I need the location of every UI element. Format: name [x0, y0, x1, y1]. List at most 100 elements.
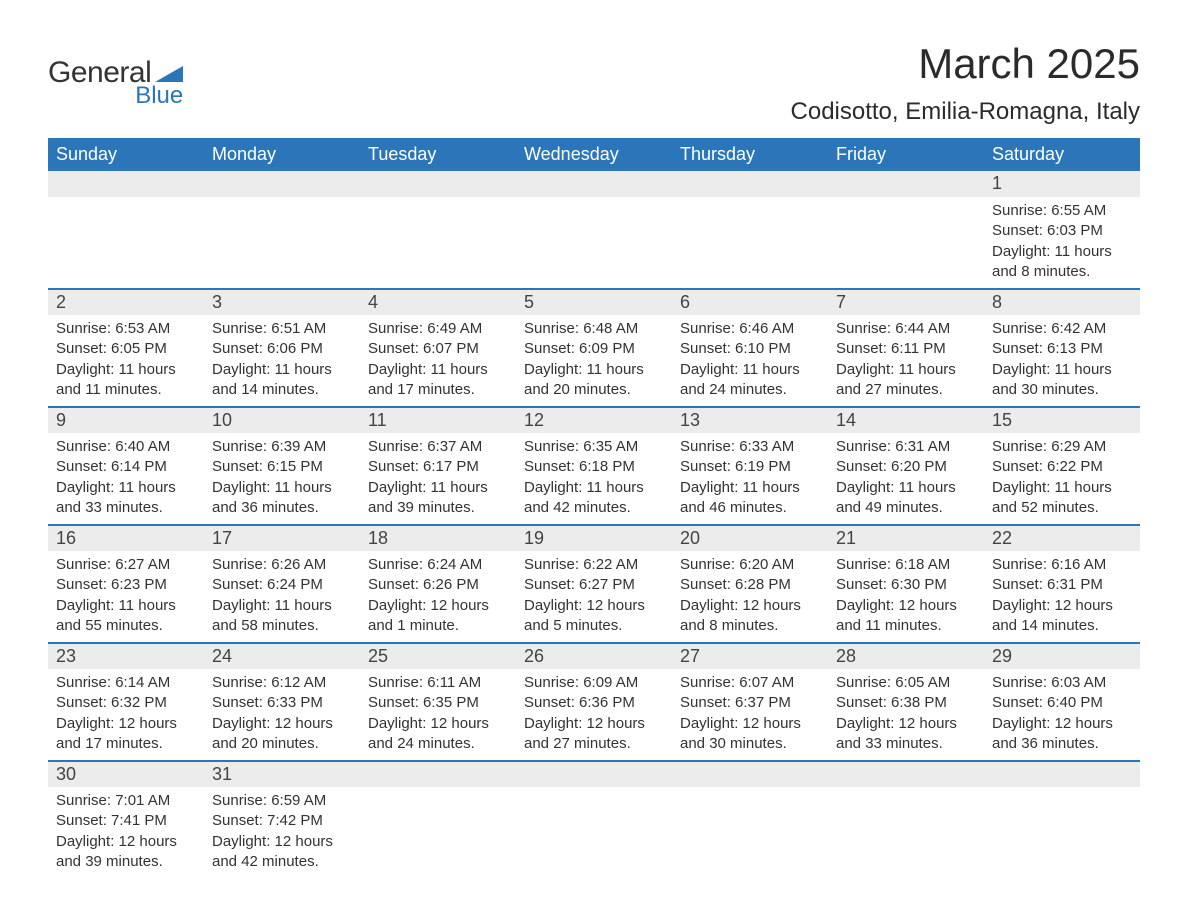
- day-detail-cell: Sunrise: 6:33 AMSunset: 6:19 PMDaylight:…: [672, 433, 828, 525]
- sunset-text: Sunset: 6:18 PM: [524, 457, 664, 477]
- day-number-cell: 22: [984, 525, 1140, 551]
- daylight-text: Daylight: 12 hours and 1 minute.: [368, 596, 508, 637]
- sunrise-text: Sunrise: 6:42 AM: [992, 319, 1132, 339]
- day-number-cell: 29: [984, 643, 1140, 669]
- sunset-text: Sunset: 6:13 PM: [992, 339, 1132, 359]
- daynum-row: 16171819202122: [48, 525, 1140, 551]
- day-detail-cell: [672, 787, 828, 878]
- day-number-cell: 1: [984, 171, 1140, 197]
- daylight-text: Daylight: 12 hours and 30 minutes.: [680, 714, 820, 755]
- sunset-text: Sunset: 6:31 PM: [992, 575, 1132, 595]
- daylight-text: Daylight: 12 hours and 14 minutes.: [992, 596, 1132, 637]
- daynum-row: 3031: [48, 761, 1140, 787]
- day-number-cell: 18: [360, 525, 516, 551]
- day-number-cell: 15: [984, 407, 1140, 433]
- day-detail-cell: [672, 197, 828, 289]
- day-detail-cell: [828, 787, 984, 878]
- day-number-cell: 9: [48, 407, 204, 433]
- sunrise-text: Sunrise: 6:55 AM: [992, 201, 1132, 221]
- day-detail-cell: Sunrise: 6:44 AMSunset: 6:11 PMDaylight:…: [828, 315, 984, 407]
- day-detail-cell: Sunrise: 6:22 AMSunset: 6:27 PMDaylight:…: [516, 551, 672, 643]
- sunrise-text: Sunrise: 6:35 AM: [524, 437, 664, 457]
- day-detail-cell: [828, 197, 984, 289]
- day-detail-cell: Sunrise: 6:11 AMSunset: 6:35 PMDaylight:…: [360, 669, 516, 761]
- daylight-text: Daylight: 12 hours and 24 minutes.: [368, 714, 508, 755]
- sunrise-text: Sunrise: 6:39 AM: [212, 437, 352, 457]
- sunset-text: Sunset: 6:36 PM: [524, 693, 664, 713]
- sunset-text: Sunset: 6:38 PM: [836, 693, 976, 713]
- page-header: General Blue March 2025 Codisotto, Emili…: [48, 40, 1140, 126]
- day-number-cell: 12: [516, 407, 672, 433]
- calendar-body: 1Sunrise: 6:55 AMSunset: 6:03 PMDaylight…: [48, 171, 1140, 878]
- day-detail-cell: Sunrise: 6:29 AMSunset: 6:22 PMDaylight:…: [984, 433, 1140, 525]
- sunrise-text: Sunrise: 6:51 AM: [212, 319, 352, 339]
- day-number-cell: [204, 171, 360, 197]
- sunrise-text: Sunrise: 6:49 AM: [368, 319, 508, 339]
- day-detail-cell: Sunrise: 6:53 AMSunset: 6:05 PMDaylight:…: [48, 315, 204, 407]
- day-number-cell: [48, 171, 204, 197]
- daynum-row: 9101112131415: [48, 407, 1140, 433]
- day-number-cell: 28: [828, 643, 984, 669]
- detail-row: Sunrise: 6:14 AMSunset: 6:32 PMDaylight:…: [48, 669, 1140, 761]
- weekday-header: Thursday: [672, 138, 828, 171]
- detail-row: Sunrise: 6:27 AMSunset: 6:23 PMDaylight:…: [48, 551, 1140, 643]
- sunset-text: Sunset: 7:42 PM: [212, 811, 352, 831]
- daylight-text: Daylight: 12 hours and 33 minutes.: [836, 714, 976, 755]
- day-number-cell: 8: [984, 289, 1140, 315]
- sunset-text: Sunset: 6:03 PM: [992, 221, 1132, 241]
- daylight-text: Daylight: 11 hours and 8 minutes.: [992, 242, 1132, 283]
- sunset-text: Sunset: 6:27 PM: [524, 575, 664, 595]
- day-detail-cell: Sunrise: 6:27 AMSunset: 6:23 PMDaylight:…: [48, 551, 204, 643]
- sunset-text: Sunset: 6:17 PM: [368, 457, 508, 477]
- day-number-cell: 13: [672, 407, 828, 433]
- sunset-text: Sunset: 6:14 PM: [56, 457, 196, 477]
- daylight-text: Daylight: 11 hours and 39 minutes.: [368, 478, 508, 519]
- day-detail-cell: Sunrise: 6:37 AMSunset: 6:17 PMDaylight:…: [360, 433, 516, 525]
- day-number-cell: 17: [204, 525, 360, 551]
- weekday-header: Tuesday: [360, 138, 516, 171]
- sunset-text: Sunset: 6:10 PM: [680, 339, 820, 359]
- logo-text-sub: Blue: [48, 84, 183, 108]
- day-number-cell: 19: [516, 525, 672, 551]
- day-number-cell: 2: [48, 289, 204, 315]
- sunrise-text: Sunrise: 6:46 AM: [680, 319, 820, 339]
- sunrise-text: Sunrise: 6:59 AM: [212, 791, 352, 811]
- sunset-text: Sunset: 6:22 PM: [992, 457, 1132, 477]
- day-detail-cell: Sunrise: 6:51 AMSunset: 6:06 PMDaylight:…: [204, 315, 360, 407]
- day-number-cell: [984, 761, 1140, 787]
- weekday-header-row: Sunday Monday Tuesday Wednesday Thursday…: [48, 138, 1140, 171]
- sunrise-text: Sunrise: 6:48 AM: [524, 319, 664, 339]
- sunrise-text: Sunrise: 6:44 AM: [836, 319, 976, 339]
- sunset-text: Sunset: 6:11 PM: [836, 339, 976, 359]
- daylight-text: Daylight: 11 hours and 14 minutes.: [212, 360, 352, 401]
- sunrise-text: Sunrise: 6:24 AM: [368, 555, 508, 575]
- sunrise-text: Sunrise: 6:07 AM: [680, 673, 820, 693]
- day-number-cell: [672, 171, 828, 197]
- daylight-text: Daylight: 11 hours and 17 minutes.: [368, 360, 508, 401]
- day-number-cell: 3: [204, 289, 360, 315]
- day-detail-cell: Sunrise: 6:35 AMSunset: 6:18 PMDaylight:…: [516, 433, 672, 525]
- daylight-text: Daylight: 12 hours and 17 minutes.: [56, 714, 196, 755]
- day-detail-cell: Sunrise: 6:55 AMSunset: 6:03 PMDaylight:…: [984, 197, 1140, 289]
- page-title: March 2025: [791, 40, 1140, 88]
- day-detail-cell: [516, 197, 672, 289]
- day-number-cell: [516, 761, 672, 787]
- day-number-cell: 25: [360, 643, 516, 669]
- sunrise-text: Sunrise: 6:40 AM: [56, 437, 196, 457]
- sunrise-text: Sunrise: 6:11 AM: [368, 673, 508, 693]
- day-detail-cell: Sunrise: 6:42 AMSunset: 6:13 PMDaylight:…: [984, 315, 1140, 407]
- daylight-text: Daylight: 11 hours and 20 minutes.: [524, 360, 664, 401]
- day-number-cell: 23: [48, 643, 204, 669]
- sunset-text: Sunset: 6:19 PM: [680, 457, 820, 477]
- day-detail-cell: Sunrise: 6:20 AMSunset: 6:28 PMDaylight:…: [672, 551, 828, 643]
- day-detail-cell: [360, 787, 516, 878]
- day-detail-cell: Sunrise: 6:46 AMSunset: 6:10 PMDaylight:…: [672, 315, 828, 407]
- day-number-cell: [516, 171, 672, 197]
- day-detail-cell: [984, 787, 1140, 878]
- sunrise-text: Sunrise: 6:37 AM: [368, 437, 508, 457]
- sunrise-text: Sunrise: 6:05 AM: [836, 673, 976, 693]
- day-detail-cell: Sunrise: 6:12 AMSunset: 6:33 PMDaylight:…: [204, 669, 360, 761]
- day-number-cell: [672, 761, 828, 787]
- sunrise-text: Sunrise: 6:29 AM: [992, 437, 1132, 457]
- sunrise-text: Sunrise: 6:14 AM: [56, 673, 196, 693]
